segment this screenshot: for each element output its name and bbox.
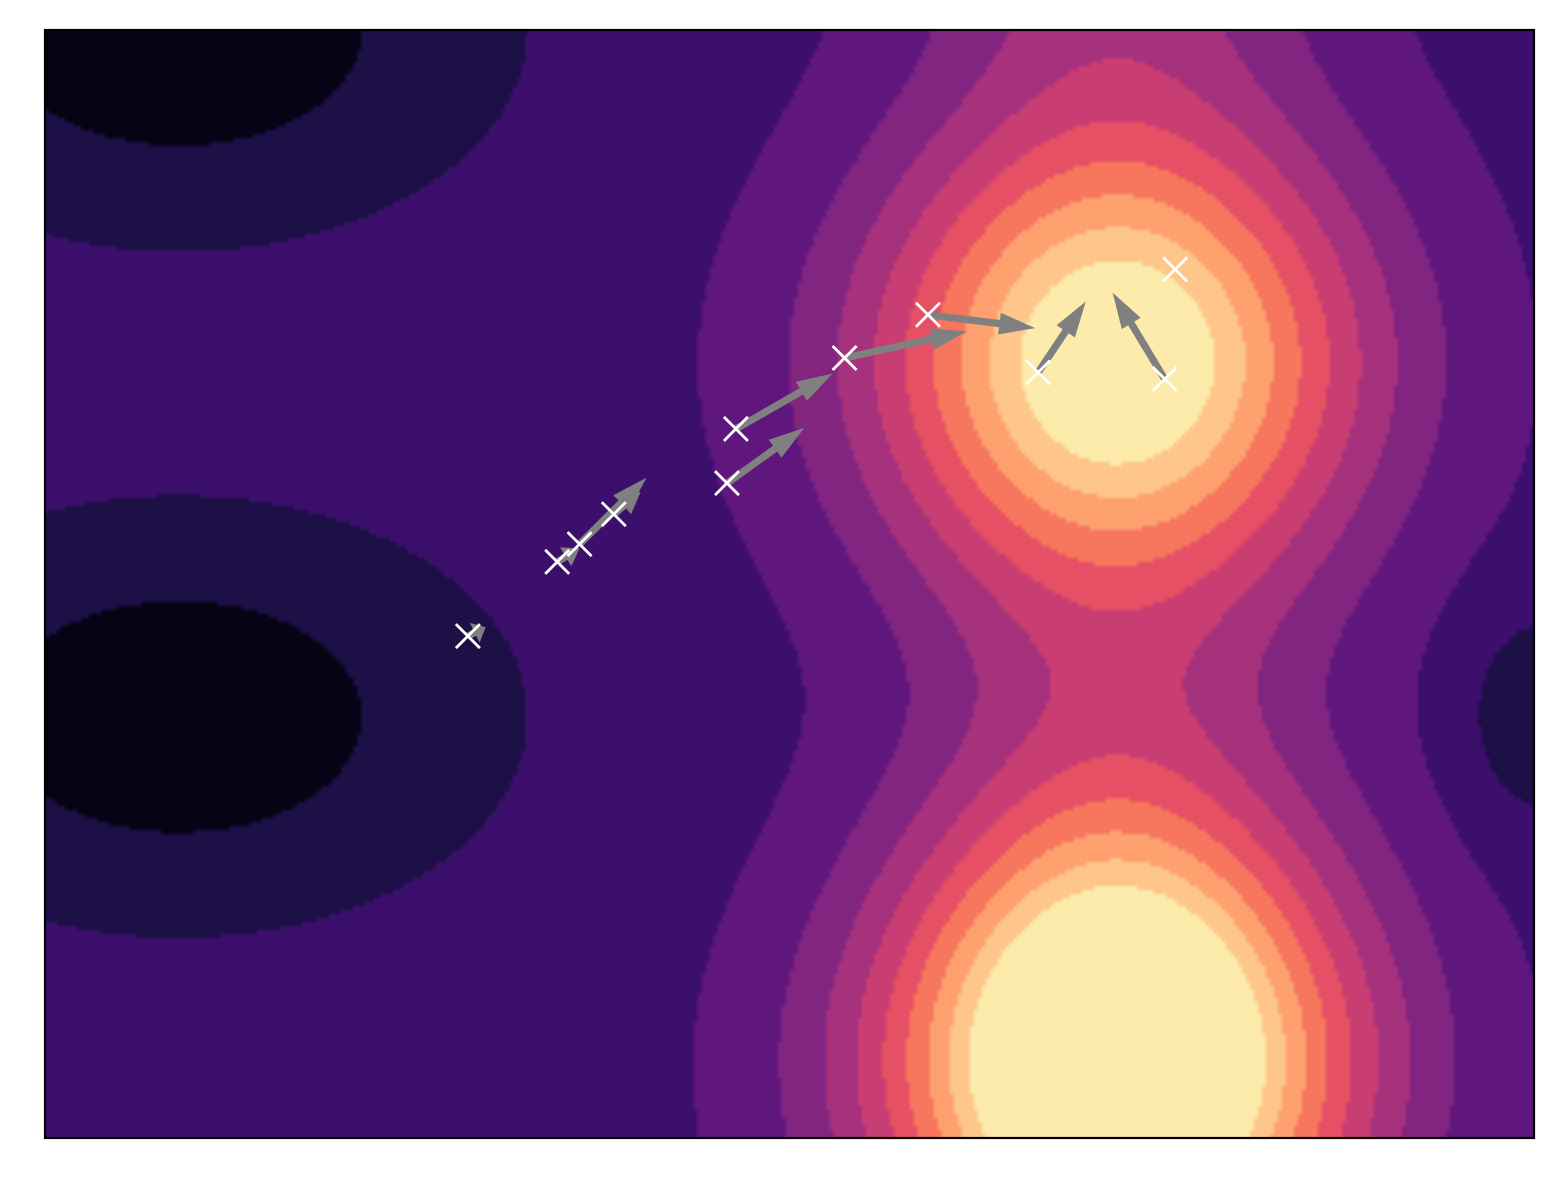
particle-marker-10	[1162, 256, 1189, 283]
particle-marker-7	[914, 301, 941, 328]
plot-frame	[43, 28, 1536, 1140]
particle-markers	[454, 256, 1189, 650]
contour-image	[45, 30, 1534, 1138]
particle-marker-9	[1151, 366, 1178, 393]
gradient-arrow-5	[734, 373, 833, 432]
particle-marker-2	[566, 531, 593, 558]
particle-marker-4	[713, 470, 740, 497]
gradient-arrow-4	[724, 427, 805, 487]
particle-marker-0	[454, 623, 481, 650]
gradient-arrow-6	[843, 328, 967, 362]
contour-fill	[45, 30, 1534, 1138]
gradient-arrow-9	[1112, 292, 1168, 381]
particle-marker-8	[1025, 359, 1052, 386]
particle-marker-5	[722, 415, 749, 442]
gradient-arrow-8	[1035, 301, 1086, 375]
particle-marker-1	[544, 548, 571, 575]
gradient-arrow-7	[927, 311, 1036, 335]
particle-marker-3	[600, 501, 627, 528]
particle-marker-6	[831, 344, 858, 371]
